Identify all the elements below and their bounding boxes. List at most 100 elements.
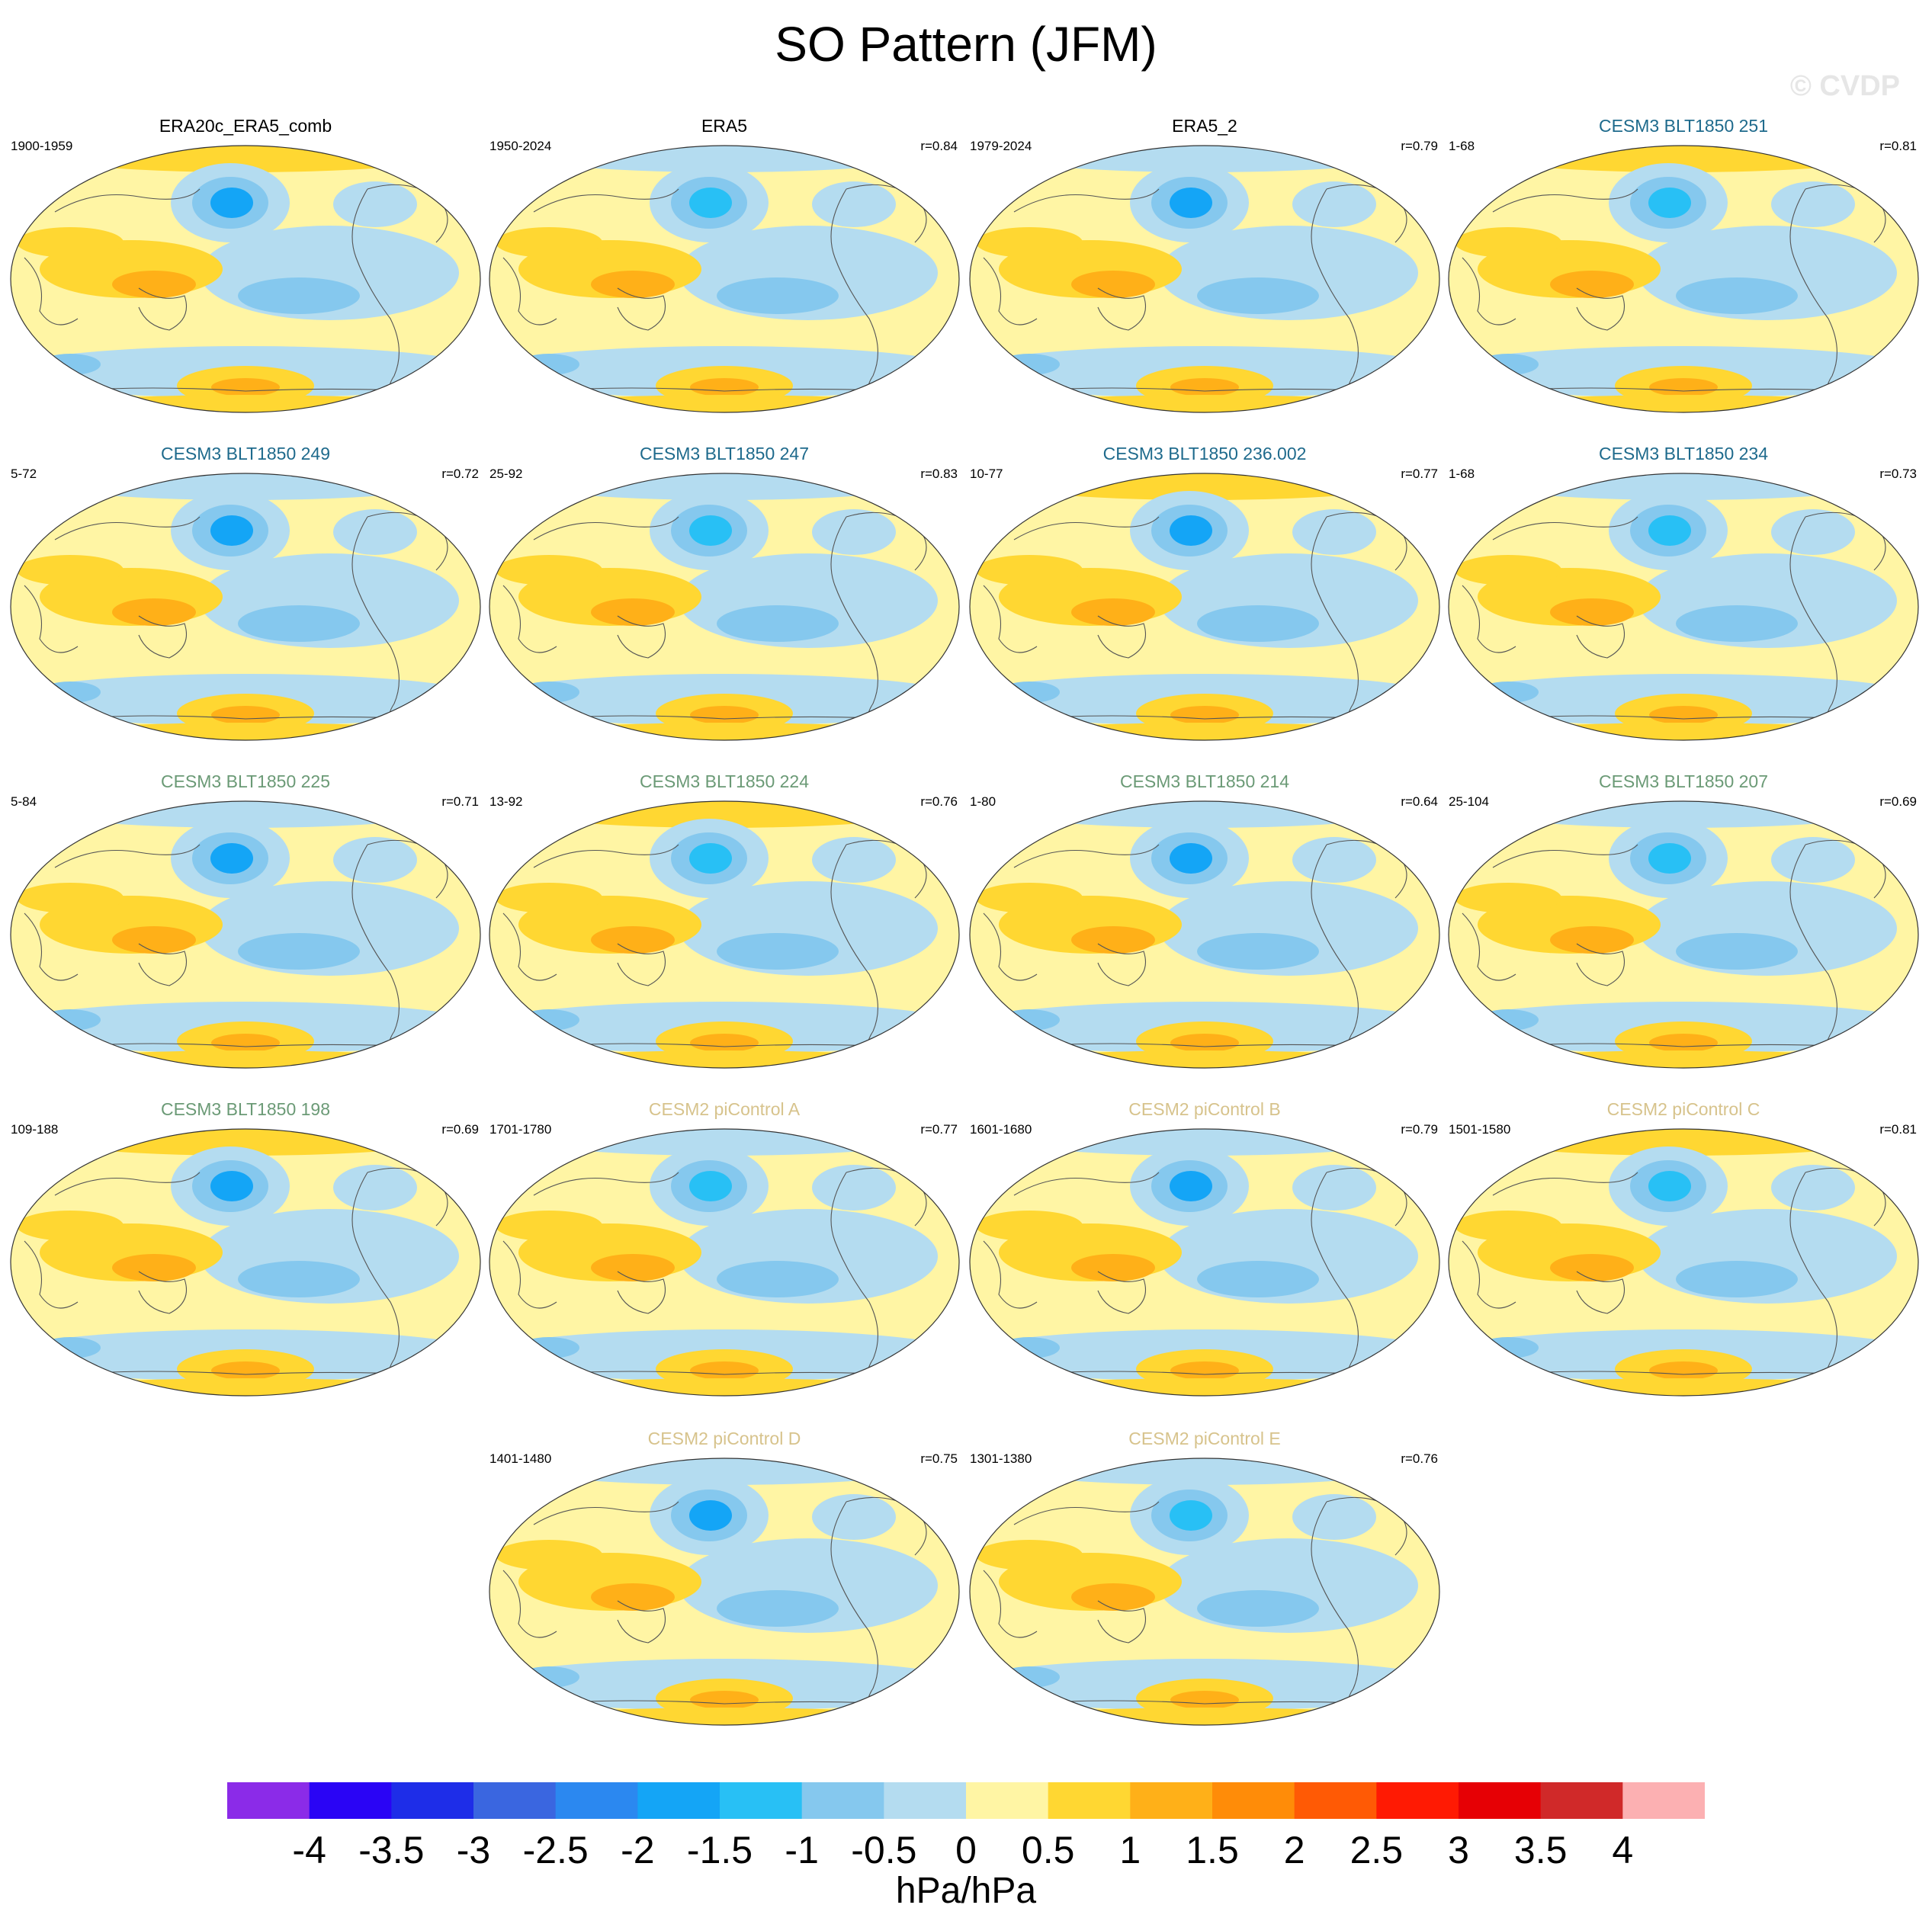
slp-anomaly-map	[969, 800, 1440, 1069]
south-pacific-core-anomaly	[211, 1361, 280, 1380]
eurasia-coast	[1013, 1501, 1160, 1525]
south-pacific-core-anomaly	[690, 1034, 759, 1052]
eurasia-coast	[533, 1172, 679, 1196]
globe-outline	[969, 1128, 1440, 1397]
maritime-continent-anomaly	[591, 926, 675, 954]
eurasia-coast	[533, 516, 679, 540]
colorbar-tick-label: -0.5	[851, 1829, 917, 1871]
panel-correlation: r=0.76	[920, 794, 958, 809]
panel-title: CESM2 piControl B	[1128, 1099, 1281, 1119]
eurasia-coast	[54, 188, 201, 213]
south-pacific-core-anomaly	[1649, 706, 1718, 724]
panel-title: CESM2 piControl D	[647, 1429, 801, 1448]
southern-indian-anomaly	[1478, 354, 1539, 375]
maritime-continent-anomaly	[591, 598, 675, 626]
colorbar-tick-label: -4	[292, 1829, 326, 1871]
south-pacific-core-anomaly	[1170, 1691, 1239, 1709]
slp-anomaly-map	[10, 800, 481, 1069]
americas-coast	[351, 516, 400, 723]
panel-title: CESM3 BLT1850 236.002	[1102, 444, 1307, 463]
africa-coast	[502, 585, 557, 653]
antarctic-anomaly	[1455, 1050, 1912, 1068]
map-panel: CESM2 piControl E 1301-1380 r=0.76	[968, 1427, 1441, 1728]
panel-years: 25-92	[489, 467, 523, 481]
colorbar-tick-label: -3.5	[358, 1829, 425, 1871]
pacific-core-anomaly	[1197, 277, 1319, 314]
panel-title: CESM2 piControl E	[1128, 1429, 1281, 1448]
north-atlantic-anomaly	[812, 1494, 896, 1540]
americas-coast	[1311, 1172, 1359, 1379]
south-pacific-core-anomaly	[1170, 1361, 1239, 1380]
africa-coast	[502, 912, 557, 981]
globe-outline	[969, 800, 1440, 1069]
australia-coast	[1576, 1271, 1626, 1314]
north-atlantic-anomaly	[333, 837, 417, 883]
southern-indian-anomaly	[518, 1666, 579, 1688]
maritime-continent-anomaly	[1550, 926, 1634, 954]
map-panel: ERA5_2 1979-2024 r=0.79	[968, 114, 1441, 415]
southern-indian-anomaly	[518, 1009, 579, 1031]
antarctic-anomaly	[496, 395, 953, 412]
africa-coast	[983, 1570, 1038, 1638]
globe-outline	[1448, 800, 1919, 1069]
panel-title: ERA5	[701, 116, 748, 136]
globe-outline	[1448, 145, 1919, 413]
map-panel: CESM2 piControl D 1401-1480 r=0.75	[488, 1427, 961, 1728]
map-panel: CESM2 piControl C 1501-1580 r=0.81	[1447, 1098, 1920, 1399]
slp-anomaly-map	[969, 1128, 1440, 1397]
australia-coast	[138, 287, 188, 331]
colorbar-tick-label: -2	[621, 1829, 655, 1871]
indian-positive-anomaly	[496, 1211, 602, 1241]
africa-coast	[1462, 1240, 1516, 1309]
panel-correlation: r=0.81	[1879, 139, 1917, 153]
colorbar-swatch	[1294, 1782, 1377, 1819]
panel-title: CESM3 BLT1850 247	[639, 444, 810, 463]
north-pacific-low-core	[1648, 843, 1691, 874]
africa-coast	[1462, 257, 1516, 326]
colorbar-swatch	[391, 1782, 474, 1819]
eurasia-coast	[1492, 844, 1638, 868]
north-atlantic-anomaly	[1292, 509, 1376, 555]
colorbar-tick-label: 2	[1283, 1829, 1305, 1871]
north-atlantic-anomaly	[812, 1165, 896, 1211]
cvdp-watermark: © CVDP	[1789, 70, 1900, 102]
americas-coast	[830, 1172, 878, 1379]
eurasia-coast	[533, 1501, 679, 1525]
pacific-core-anomaly	[717, 605, 839, 642]
australia-coast	[138, 943, 188, 986]
maritime-continent-anomaly	[1550, 1254, 1634, 1281]
north-atlantic-anomaly	[1292, 837, 1376, 883]
colorbar-tick-label: 4	[1612, 1829, 1634, 1871]
panel-years: 1979-2024	[970, 139, 1032, 153]
slp-anomaly-map	[969, 473, 1440, 741]
australia-coast	[617, 287, 666, 331]
pacific-core-anomaly	[1197, 605, 1319, 642]
africa-coast	[24, 585, 79, 653]
panel-years: 1-68	[1449, 139, 1475, 153]
colorbar-tick-label: 1	[1119, 1829, 1141, 1871]
indian-positive-anomaly	[17, 1211, 124, 1241]
eurasia-coast	[54, 1172, 201, 1196]
pacific-core-anomaly	[1676, 605, 1798, 642]
americas-coast	[1311, 844, 1359, 1051]
americas-coast	[351, 844, 400, 1051]
south-pacific-core-anomaly	[1649, 1361, 1718, 1380]
pacific-core-anomaly	[717, 277, 839, 314]
globe-outline	[10, 145, 481, 413]
australia-coast	[1097, 287, 1147, 331]
africa-coast	[983, 257, 1038, 326]
panel-title: CESM3 BLT1850 224	[639, 771, 810, 791]
africa-coast	[983, 585, 1038, 653]
globe-outline	[969, 1458, 1440, 1726]
antarctic-anomaly	[976, 1708, 1433, 1725]
pacific-core-anomaly	[1676, 1261, 1798, 1297]
north-pacific-low-core	[210, 1171, 253, 1201]
south-pacific-core-anomaly	[211, 706, 280, 724]
indian-positive-anomaly	[17, 883, 124, 913]
panel-title: CESM3 BLT1850 207	[1598, 771, 1769, 791]
panel-title: CESM2 piControl C	[1606, 1099, 1760, 1119]
map-panel: CESM3 BLT1850 249 5-72 r=0.72	[9, 442, 482, 743]
indian-positive-anomaly	[976, 227, 1083, 258]
antarctic-anomaly	[1455, 723, 1912, 740]
globe-outline	[489, 145, 960, 413]
